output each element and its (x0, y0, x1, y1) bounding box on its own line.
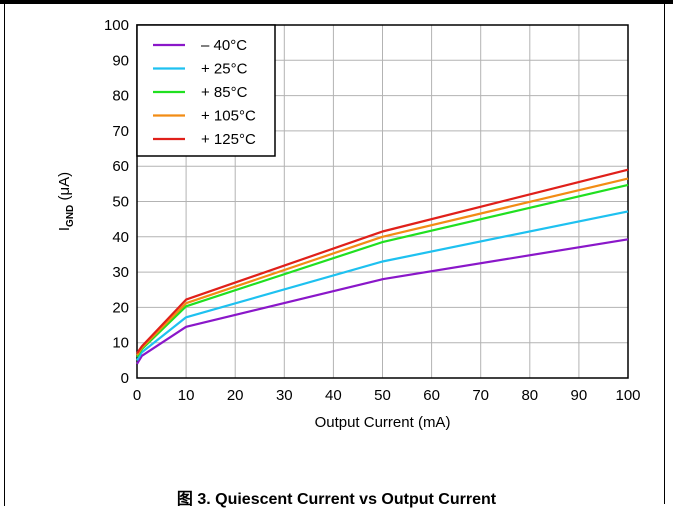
y-tick-label: 80 (112, 88, 129, 105)
legend-box (136, 24, 276, 157)
y-tick-label: 0 (121, 370, 129, 387)
legend-label-3: + 105°C (201, 108, 256, 125)
y-tick-label: 30 (112, 264, 129, 281)
legend-label-1: + 25°C (201, 61, 248, 78)
series-line-4 (136, 168, 629, 354)
y-tick-label: 100 (104, 17, 129, 34)
figure-caption: 图 3. Quiescent Current vs Output Current (176, 491, 497, 508)
right-border (664, 4, 665, 504)
y-axis-label: IGND (μA) (56, 172, 76, 231)
quiescent-current-chart: 0 10 20 30 40 50 60 70 80 90 100 0 10 20 30 40 50 60 70 80 9… (56, 17, 641, 431)
x-tick-label: 0 (133, 387, 141, 404)
y-tick-label: 40 (112, 229, 129, 246)
x-tick-label: 50 (374, 387, 391, 404)
legend-label-4: + 125°C (201, 131, 256, 148)
y-tick-label: 90 (112, 52, 129, 69)
legend-label-2: + 85°C (201, 84, 248, 101)
plot-frame (136, 24, 629, 379)
y-tick-label: 20 (112, 299, 129, 316)
y-tick-label: 70 (112, 123, 129, 140)
left-border (4, 4, 5, 506)
y-tick-label: 60 (112, 158, 129, 175)
y-tick-label: 50 (112, 194, 129, 211)
top-border (0, 0, 673, 4)
x-tick-label: 80 (521, 387, 538, 404)
series-line-1 (136, 210, 629, 361)
x-tick-label: 90 (571, 387, 588, 404)
x-tick-label: 10 (178, 387, 195, 404)
x-tick-label: 40 (325, 387, 342, 404)
y-tick-label: 10 (112, 335, 129, 352)
series-line-0 (136, 238, 629, 365)
x-tick-label: 70 (472, 387, 489, 404)
x-tick-label: 20 (227, 387, 244, 404)
x-axis-label: Output Current (mA) (315, 414, 451, 431)
legend-label-0: – 40°C (201, 37, 247, 54)
x-tick-label: 30 (276, 387, 293, 404)
x-tick-label: 100 (615, 387, 640, 404)
x-tick-label: 60 (423, 387, 440, 404)
